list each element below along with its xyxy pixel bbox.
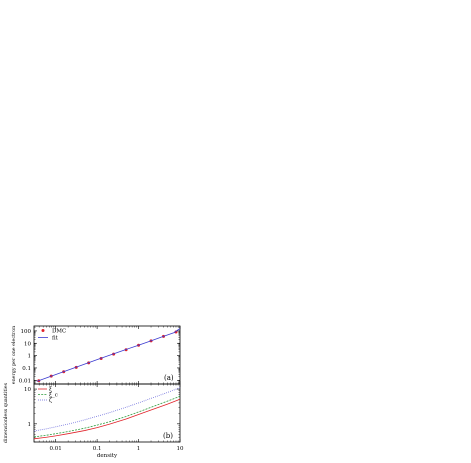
a-series-1-line — [36, 328, 181, 382]
b-x-tick-label: 1 — [137, 446, 141, 452]
panel-a-legend: DMC fit — [38, 329, 66, 342]
panel-a-series — [36, 328, 181, 383]
legend-xi-label: ξ — [49, 387, 52, 393]
b-x-tick-label: 10 — [177, 446, 184, 452]
a-y-tick-label: 100 — [21, 329, 32, 335]
a-y-tick-label: 0.1 — [22, 366, 31, 372]
a-series-0-point — [174, 330, 178, 334]
legend-dmc-label: DMC — [52, 329, 66, 335]
panel-b-legend: ξ ξ_c ζ — [38, 387, 58, 404]
b-x-tick-label: 0.1 — [93, 446, 102, 452]
legend-dmc-marker — [41, 329, 45, 332]
a-y-tick-label: 0.01 — [19, 378, 31, 384]
panel-a-y-ticks: 0.01 0.1 1 10 100 — [19, 326, 180, 384]
panel-a-label: (a) — [164, 374, 174, 382]
legend-xic-label: ξ_c — [49, 393, 58, 399]
a-y-tick-label: 10 — [24, 341, 31, 347]
panel-b-y-axis-label: dimensionless quantities — [3, 382, 9, 443]
panel-b-x-axis-label: density — [97, 453, 118, 459]
b-x-tick-label: 0.01 — [50, 446, 62, 452]
panel-b-series — [33, 387, 181, 440]
legend-fit-label: fit — [52, 336, 59, 342]
panel-b-x-ticks: 0.01 0.1 1 10 — [38, 384, 184, 452]
a-y-tick-label: 1 — [28, 354, 32, 360]
panel-a-x-ticks — [38, 326, 181, 384]
panel-b: 0.01 0.1 1 10 110 dimensionless quantities … — [3, 382, 184, 459]
b-series-2-line — [33, 387, 181, 432]
panel-a: 0.01 0.1 1 10 100 energy per one electron (a… — [11, 325, 181, 385]
legend-zeta-label: ζ — [49, 398, 52, 404]
b-y-tick-label: 1 — [28, 422, 32, 428]
b-series-1-line — [33, 395, 181, 438]
panel-b-frame — [33, 383, 181, 443]
panel-a-y-axis-label: energy per one electron — [11, 326, 17, 385]
b-series-0-line — [33, 398, 181, 440]
panel-b-label: (b) — [163, 432, 173, 440]
b-y-tick-label: 10 — [24, 387, 31, 393]
